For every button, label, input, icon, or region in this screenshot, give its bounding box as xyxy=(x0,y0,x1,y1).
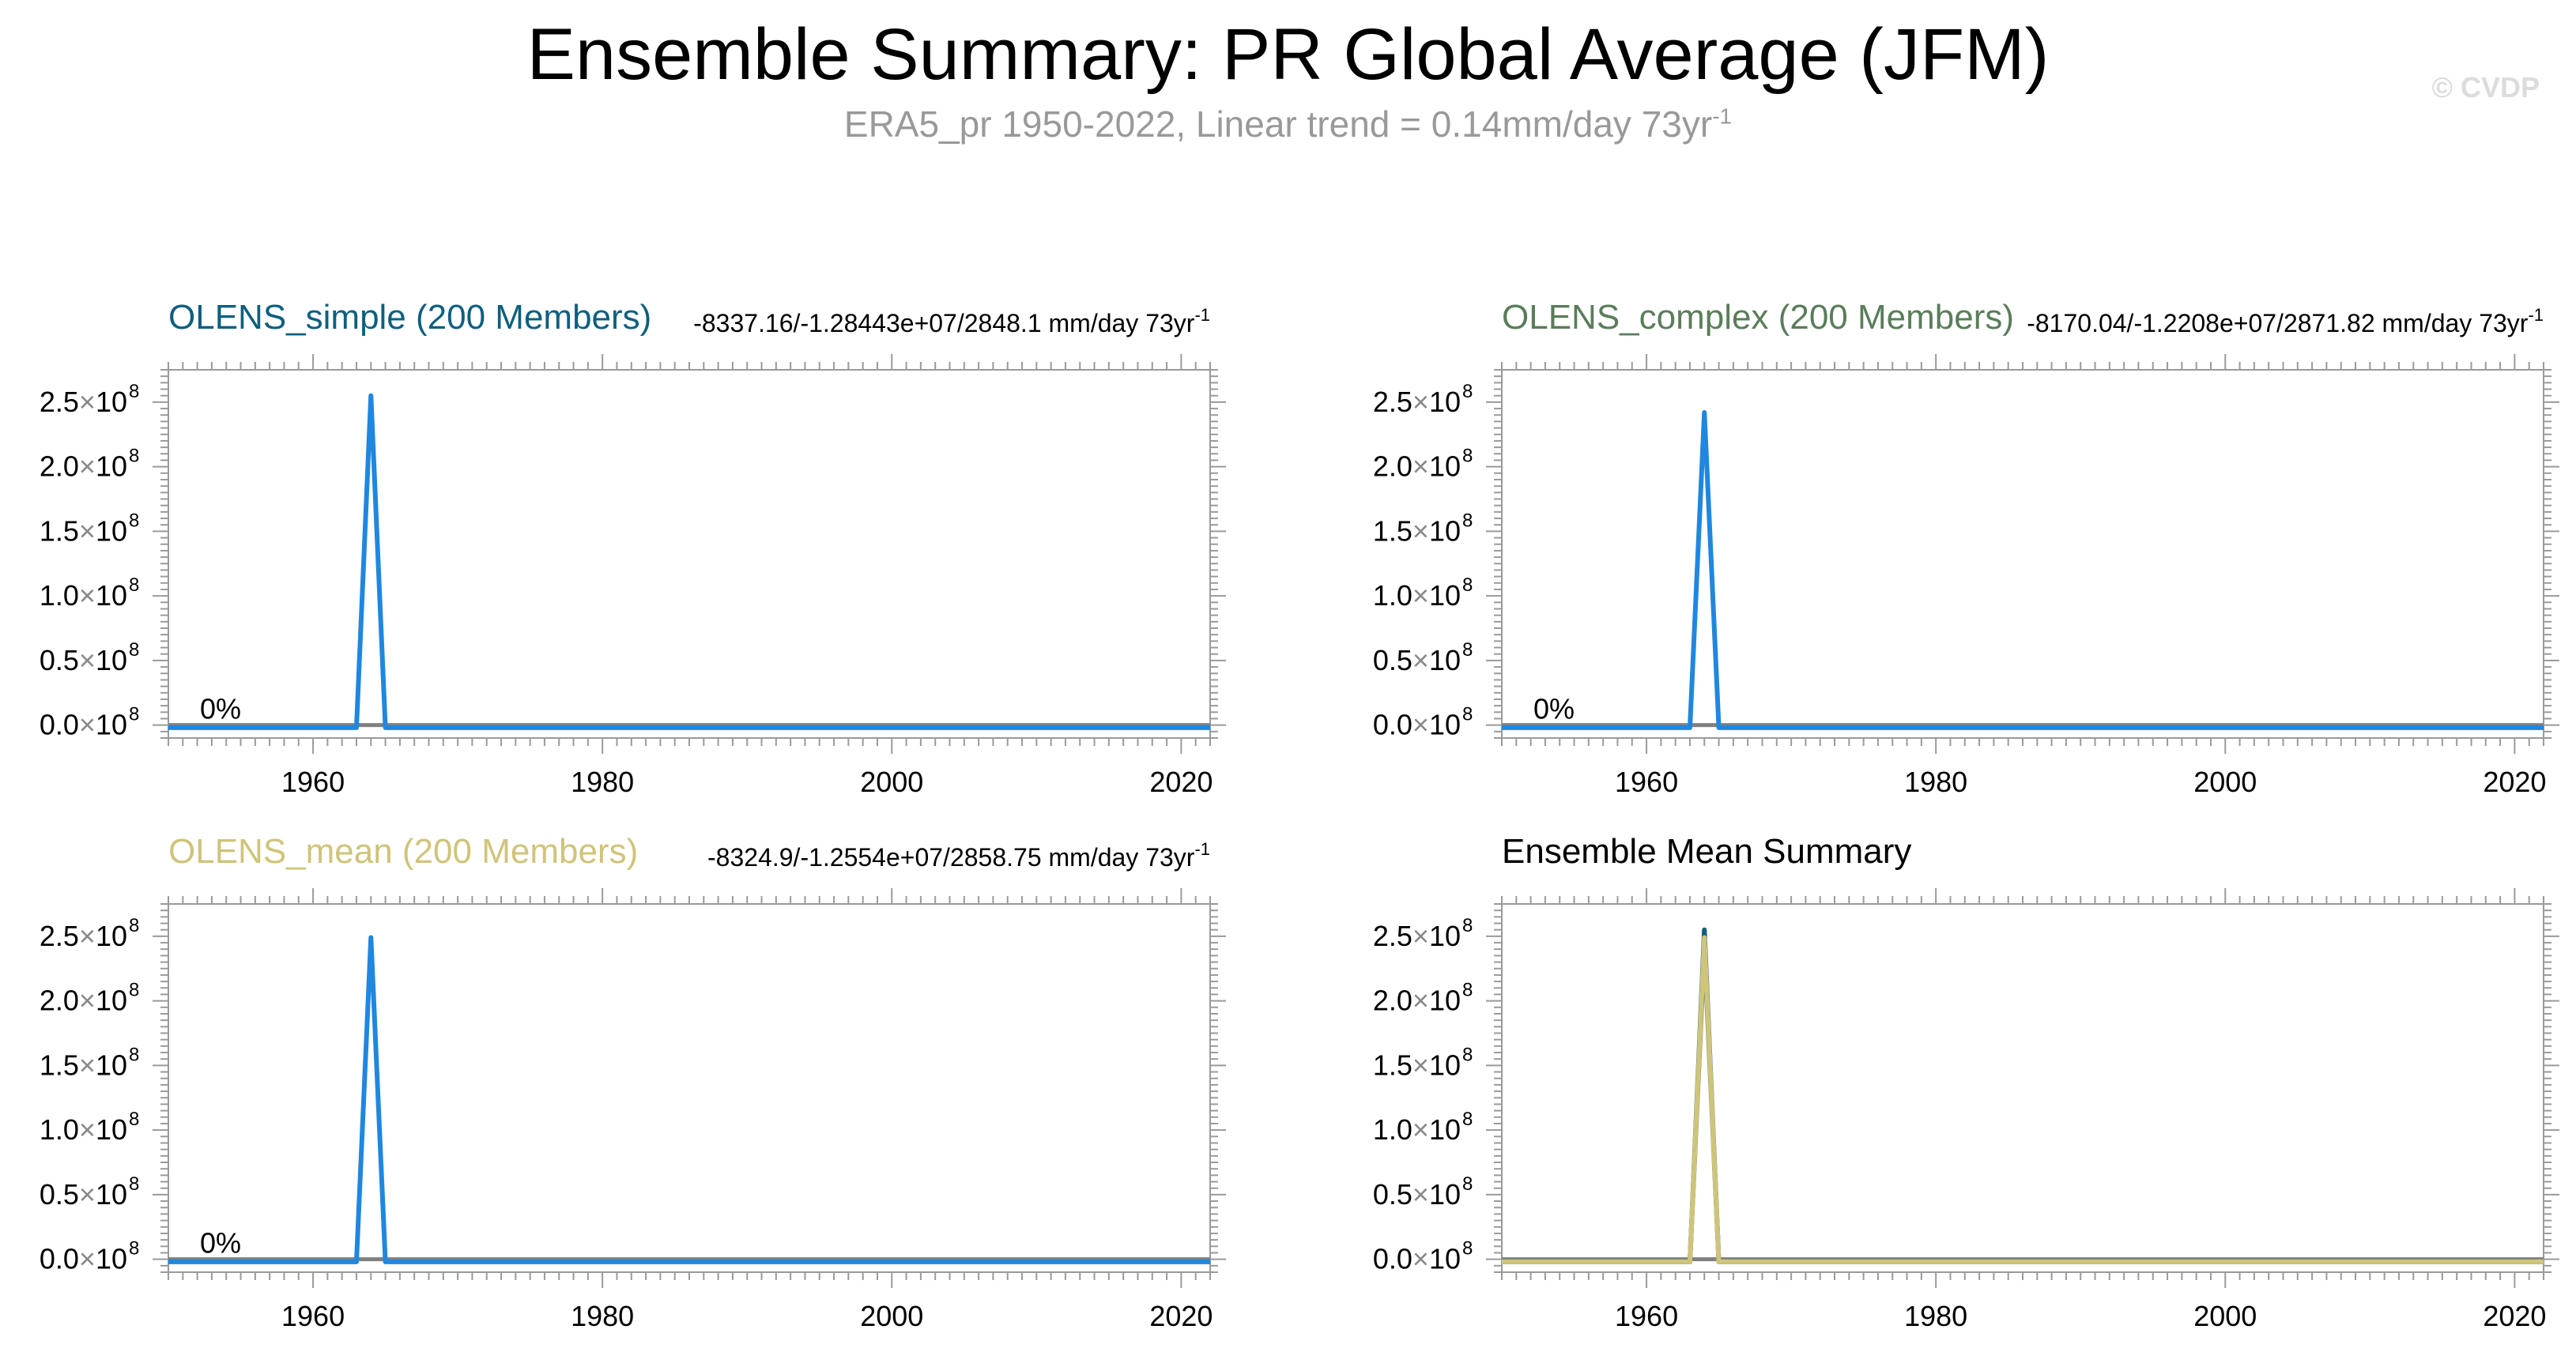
y-tick-exponent: 8 xyxy=(1462,639,1473,661)
y-tick-exponent: 8 xyxy=(1462,915,1473,936)
plot-frame xyxy=(1501,369,2544,739)
percent-label: 0% xyxy=(200,1227,241,1260)
figure-subtitle: ERA5_pr 1950-2022, Linear trend = 0.14mm… xyxy=(0,103,2576,145)
y-tick-label: 1.0×10 xyxy=(1373,1113,1461,1146)
series-line-OLENS_mean xyxy=(1502,935,2544,1264)
y-tick-exponent: 8 xyxy=(1462,381,1473,402)
figure-title: Ensemble Summary: PR Global Average (JFM… xyxy=(526,14,2050,95)
y-tick-exponent: 8 xyxy=(129,1044,139,1065)
y-tick-label: 0.0×10 xyxy=(40,709,127,741)
series-line-OLENS_complex xyxy=(1502,943,2544,1264)
y-tick-label: 2.0×10 xyxy=(1373,450,1461,483)
y-tick-label: 1.5×10 xyxy=(40,1049,127,1081)
x-tick-label: 2020 xyxy=(1149,766,1213,798)
x-tick-label: 2020 xyxy=(2483,1300,2546,1332)
y-tick-label: 0.5×10 xyxy=(40,644,127,676)
x-tick-label: 1960 xyxy=(281,1300,345,1332)
y-tick-label: 1.5×10 xyxy=(40,514,127,547)
y-tick-label: 0.5×10 xyxy=(1373,1178,1461,1211)
y-tick-exponent: 8 xyxy=(1462,704,1473,725)
y-tick-exponent: 8 xyxy=(129,639,139,661)
y-tick-exponent: 8 xyxy=(129,1109,139,1130)
y-tick-exponent: 8 xyxy=(1462,574,1473,596)
y-tick-exponent: 8 xyxy=(1462,510,1473,531)
panel-stats: -8324.9/-1.2554e+07/2858.75 mm/day 73yr-… xyxy=(707,839,1210,872)
y-tick-label: 2.5×10 xyxy=(40,386,127,418)
x-tick-label: 2000 xyxy=(860,766,923,798)
y-tick-exponent: 8 xyxy=(129,510,139,531)
y-tick-exponent: 8 xyxy=(129,980,139,1001)
y-tick-exponent: 8 xyxy=(129,1173,139,1195)
y-tick-label: 0.5×10 xyxy=(40,1178,127,1211)
x-tick-label: 2000 xyxy=(2193,766,2257,798)
plot-frame xyxy=(168,369,1211,739)
subtitle-text: ERA5_pr 1950-2022, Linear trend = 0.14mm… xyxy=(843,104,1713,145)
panel-title: OLENS_simple (200 Members) xyxy=(168,298,651,337)
x-tick-label: 1980 xyxy=(1904,1300,1967,1332)
y-tick-label: 2.0×10 xyxy=(1373,985,1461,1017)
y-tick-exponent: 8 xyxy=(1462,1109,1473,1130)
x-tick-label: 1980 xyxy=(1904,766,1967,798)
y-tick-label: 0.5×10 xyxy=(1373,644,1461,676)
y-tick-exponent: 8 xyxy=(129,704,139,725)
y-tick-exponent: 8 xyxy=(1462,1238,1473,1260)
y-tick-exponent: 8 xyxy=(129,574,139,596)
y-tick-label: 1.0×10 xyxy=(40,1113,127,1146)
y-tick-label: 1.5×10 xyxy=(1373,514,1461,547)
y-tick-label: 2.0×10 xyxy=(40,985,127,1017)
panel-stats: -8170.04/-1.2208e+07/2871.82 mm/day 73yr… xyxy=(2027,305,2544,337)
y-tick-exponent: 8 xyxy=(129,915,139,936)
panel-stats: -8337.16/-1.28443e+07/2848.1 mm/day 73yr… xyxy=(693,305,1210,337)
y-tick-label: 0.0×10 xyxy=(1373,1243,1461,1275)
percent-label: 0% xyxy=(1533,693,1575,725)
subtitle-superscript: -1 xyxy=(1712,104,1733,129)
y-tick-label: 1.0×10 xyxy=(40,579,127,612)
series-line-ensemble xyxy=(168,393,1210,730)
panel-title: OLENS_complex (200 Members) xyxy=(1502,298,2014,337)
panel-title: OLENS_mean (200 Members) xyxy=(168,832,638,871)
y-tick-exponent: 8 xyxy=(129,1238,139,1260)
x-tick-label: 2000 xyxy=(860,1300,923,1332)
y-tick-exponent: 8 xyxy=(1462,1173,1473,1195)
x-tick-label: 1980 xyxy=(571,1300,634,1332)
series-line-ensemble xyxy=(1502,409,2544,730)
series-line-OLENS_simple xyxy=(1502,927,2544,1264)
y-tick-label: 1.0×10 xyxy=(1373,579,1461,612)
x-tick-label: 1960 xyxy=(281,766,345,798)
series-line-ensemble xyxy=(168,935,1210,1264)
y-tick-exponent: 8 xyxy=(1462,980,1473,1001)
y-tick-exponent: 8 xyxy=(1462,446,1473,467)
x-tick-label: 2000 xyxy=(2193,1300,2257,1332)
plot-frame xyxy=(168,903,1211,1273)
y-tick-label: 2.5×10 xyxy=(40,920,127,952)
y-tick-label: 2.5×10 xyxy=(1373,386,1461,418)
y-tick-exponent: 8 xyxy=(1462,1044,1473,1065)
x-tick-label: 1980 xyxy=(571,766,634,798)
x-tick-label: 2020 xyxy=(1149,1300,1213,1332)
y-tick-exponent: 8 xyxy=(129,381,139,402)
x-tick-label: 2020 xyxy=(2483,766,2546,798)
y-tick-label: 2.0×10 xyxy=(40,450,127,483)
plot-frame xyxy=(1501,903,2544,1273)
percent-label: 0% xyxy=(200,693,241,725)
y-tick-label: 0.0×10 xyxy=(40,1243,127,1275)
cvdp-watermark: © CVDP xyxy=(2431,71,2540,104)
x-tick-label: 1960 xyxy=(1615,766,1678,798)
y-tick-label: 2.5×10 xyxy=(1373,920,1461,952)
y-tick-exponent: 8 xyxy=(129,446,139,467)
x-tick-label: 1960 xyxy=(1615,1300,1678,1332)
y-tick-label: 1.5×10 xyxy=(1373,1049,1461,1081)
y-tick-label: 0.0×10 xyxy=(1373,709,1461,741)
panel-title: Ensemble Mean Summary xyxy=(1502,832,1911,871)
